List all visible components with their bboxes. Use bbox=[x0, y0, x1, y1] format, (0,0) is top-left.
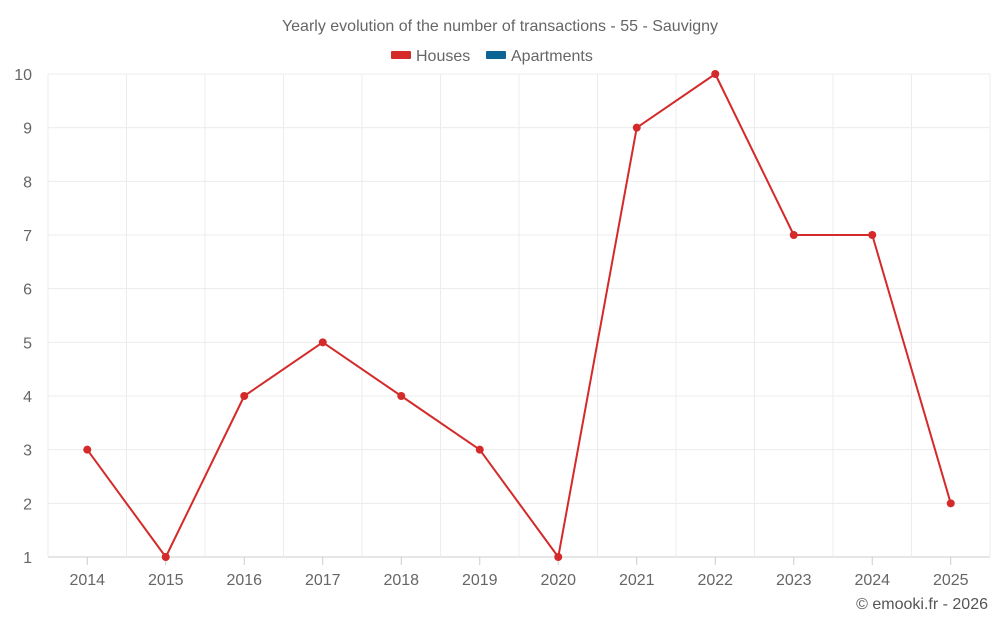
x-tick-label: 2019 bbox=[462, 572, 498, 589]
x-tick-label: 2014 bbox=[69, 572, 105, 589]
y-tick-label: 8 bbox=[23, 174, 32, 191]
y-tick-label: 3 bbox=[23, 443, 32, 460]
x-tick-label: 2018 bbox=[383, 572, 419, 589]
y-axis-ticks: 1 2 3 4 5 6 7 8 9 10 bbox=[14, 67, 32, 567]
data-point-houses-2015[interactable] bbox=[161, 553, 170, 561]
data-point-houses-2018[interactable] bbox=[397, 392, 406, 400]
data-point-houses-2023[interactable] bbox=[789, 231, 798, 239]
x-tick-label: 2024 bbox=[854, 572, 890, 589]
legend-swatch-apartments bbox=[486, 51, 506, 59]
data-point-houses-2017[interactable] bbox=[318, 338, 327, 347]
grid bbox=[47, 73, 991, 558]
x-tick-label: 2021 bbox=[619, 572, 655, 589]
x-axis-ticks: 2014 2015 2016 2017 2018 2019 2020 2021 2022 2023… bbox=[69, 557, 969, 589]
y-tick-label: 10 bbox=[14, 67, 32, 84]
y-tick-label: 5 bbox=[23, 335, 32, 352]
legend-item-houses[interactable]: Houses bbox=[391, 48, 470, 65]
data-point-houses-2021[interactable] bbox=[632, 123, 641, 132]
x-tick-label: 2020 bbox=[540, 572, 576, 589]
data-point-houses-2014[interactable] bbox=[83, 445, 92, 454]
data-point-houses-2016[interactable] bbox=[240, 392, 249, 400]
y-tick-label: 4 bbox=[23, 389, 32, 406]
y-tick-label: 1 bbox=[23, 550, 32, 567]
chart-title: Yearly evolution of the number of transa… bbox=[282, 18, 718, 35]
legend-label-apartments: Apartments bbox=[511, 48, 593, 65]
legend-label-houses: Houses bbox=[416, 48, 470, 65]
y-tick-label: 7 bbox=[23, 228, 32, 245]
legend-item-apartments[interactable]: Apartments bbox=[486, 48, 593, 65]
legend: Houses Apartments bbox=[391, 48, 593, 65]
data-point-houses-2024[interactable] bbox=[868, 231, 877, 239]
y-tick-label: 2 bbox=[23, 496, 32, 513]
x-tick-label: 2023 bbox=[776, 572, 812, 589]
x-tick-label: 2016 bbox=[226, 572, 262, 589]
x-tick-label: 2017 bbox=[305, 572, 341, 589]
data-point-houses-2025[interactable] bbox=[946, 499, 955, 508]
series-layer bbox=[83, 70, 955, 561]
x-tick-label: 2015 bbox=[148, 572, 184, 589]
data-point-houses-2020[interactable] bbox=[554, 553, 563, 561]
legend-swatch-houses bbox=[391, 51, 411, 59]
y-tick-label: 9 bbox=[23, 121, 32, 138]
data-point-houses-2022[interactable] bbox=[711, 70, 720, 78]
x-tick-label: 2025 bbox=[933, 572, 969, 589]
data-point-houses-2019[interactable] bbox=[475, 445, 484, 454]
y-tick-label: 6 bbox=[23, 282, 32, 299]
x-tick-label: 2022 bbox=[697, 572, 733, 589]
credit-text: © emooki.fr - 2026 bbox=[856, 596, 988, 613]
series-line-houses bbox=[86, 73, 952, 558]
